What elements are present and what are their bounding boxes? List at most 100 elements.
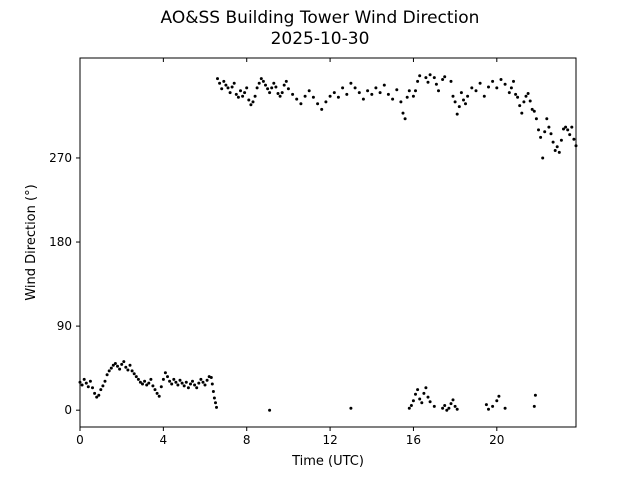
data-point — [457, 105, 461, 109]
data-point — [218, 81, 222, 85]
axis-ticks: 0 4 8 12 16 20 0 90 180 270 — [49, 58, 504, 447]
data-point — [239, 89, 242, 93]
data-point — [462, 98, 465, 102]
data-point — [539, 135, 543, 139]
data-point — [426, 395, 430, 399]
data-point — [495, 399, 499, 403]
data-point — [130, 369, 134, 373]
data-point — [428, 73, 432, 77]
data-point — [459, 91, 463, 95]
data-point — [253, 94, 257, 98]
data-point — [128, 363, 132, 367]
data-point — [88, 379, 92, 383]
data-point — [243, 91, 247, 95]
data-point — [122, 360, 126, 364]
data-point — [220, 87, 224, 91]
data-point — [416, 79, 420, 83]
data-point — [151, 384, 155, 388]
x-tick-label: 0 — [76, 433, 84, 447]
data-point — [189, 382, 192, 386]
data-point — [424, 76, 428, 80]
data-point — [282, 83, 286, 87]
data-point — [212, 396, 216, 400]
data-point — [524, 94, 528, 98]
data-point — [378, 91, 382, 95]
data-point — [532, 404, 536, 408]
data-point — [268, 91, 272, 95]
data-point — [124, 365, 128, 369]
data-point — [210, 382, 214, 386]
data-point — [503, 82, 507, 86]
data-point — [97, 393, 101, 397]
data-point — [374, 86, 378, 90]
data-point — [111, 363, 115, 367]
data-point — [522, 100, 526, 104]
data-point — [255, 86, 259, 90]
y-tick-label: 180 — [49, 235, 72, 249]
data-point — [249, 103, 253, 107]
data-point — [241, 94, 245, 98]
data-point — [280, 91, 284, 95]
data-point — [399, 100, 403, 104]
data-point — [341, 86, 345, 90]
data-point — [386, 92, 390, 96]
data-point — [134, 375, 138, 379]
data-point — [143, 379, 147, 383]
data-point — [445, 408, 449, 412]
data-point — [226, 86, 230, 90]
data-point — [328, 94, 332, 98]
data-point — [145, 383, 149, 387]
data-point — [336, 95, 340, 99]
data-point — [568, 133, 572, 137]
data-point — [478, 81, 482, 85]
data-point — [482, 94, 486, 98]
data-point — [503, 406, 507, 410]
data-point — [180, 381, 184, 385]
data-point — [228, 91, 232, 95]
data-point — [547, 125, 551, 129]
data-point — [443, 404, 447, 407]
data-point — [449, 79, 453, 83]
data-point — [437, 89, 440, 93]
data-point — [349, 406, 353, 410]
data-point — [222, 79, 226, 83]
data-point — [320, 107, 324, 111]
data-point — [103, 379, 107, 383]
data-point — [422, 391, 426, 395]
data-point — [418, 74, 422, 78]
data-point — [197, 381, 201, 385]
data-point — [264, 83, 267, 87]
data-point — [107, 369, 111, 373]
data-point — [284, 79, 288, 83]
data-point — [232, 81, 236, 85]
data-point — [141, 382, 144, 386]
data-point — [80, 383, 84, 387]
x-tick-label: 8 — [243, 433, 251, 447]
data-point — [455, 407, 459, 411]
data-point — [520, 111, 524, 115]
data-point — [261, 79, 265, 83]
data-point — [391, 97, 395, 101]
data-point — [259, 77, 263, 81]
data-point — [155, 391, 159, 395]
data-point — [443, 75, 447, 79]
data-point — [268, 408, 272, 412]
data-point — [176, 383, 180, 387]
data-point — [409, 404, 413, 407]
data-point — [543, 130, 547, 134]
data-point — [562, 127, 565, 131]
data-point — [209, 376, 213, 379]
data-point — [414, 392, 417, 396]
data-point — [345, 92, 349, 96]
data-point — [186, 386, 190, 390]
data-point — [203, 383, 207, 387]
data-point — [441, 406, 445, 410]
data-point — [174, 380, 178, 384]
data-point — [491, 404, 495, 408]
x-tick-label: 20 — [489, 433, 504, 447]
data-point — [353, 86, 357, 90]
data-point — [99, 388, 103, 392]
data-point — [120, 362, 124, 366]
data-point — [199, 377, 203, 381]
